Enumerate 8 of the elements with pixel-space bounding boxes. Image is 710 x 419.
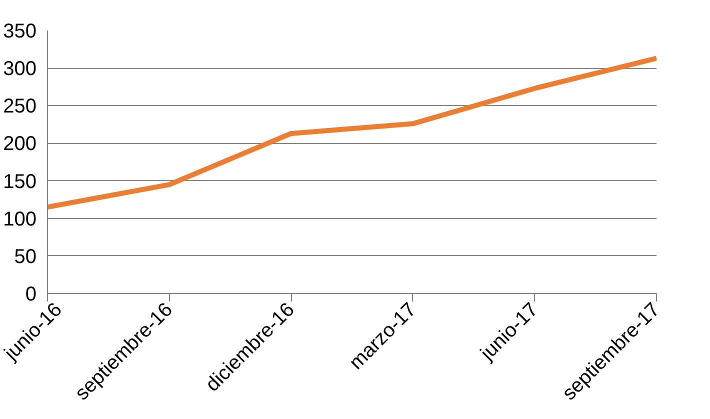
y-tick-label: 0	[25, 284, 36, 306]
y-tick-label: 300	[3, 58, 37, 80]
y-tick-label: 50	[14, 246, 37, 268]
y-tick-label: 250	[3, 96, 37, 118]
y-tick-label: 150	[3, 170, 37, 193]
y-tick-label: 350	[3, 20, 37, 42]
y-tick-label: 100	[3, 208, 37, 230]
y-tick-label: 200	[3, 133, 37, 156]
